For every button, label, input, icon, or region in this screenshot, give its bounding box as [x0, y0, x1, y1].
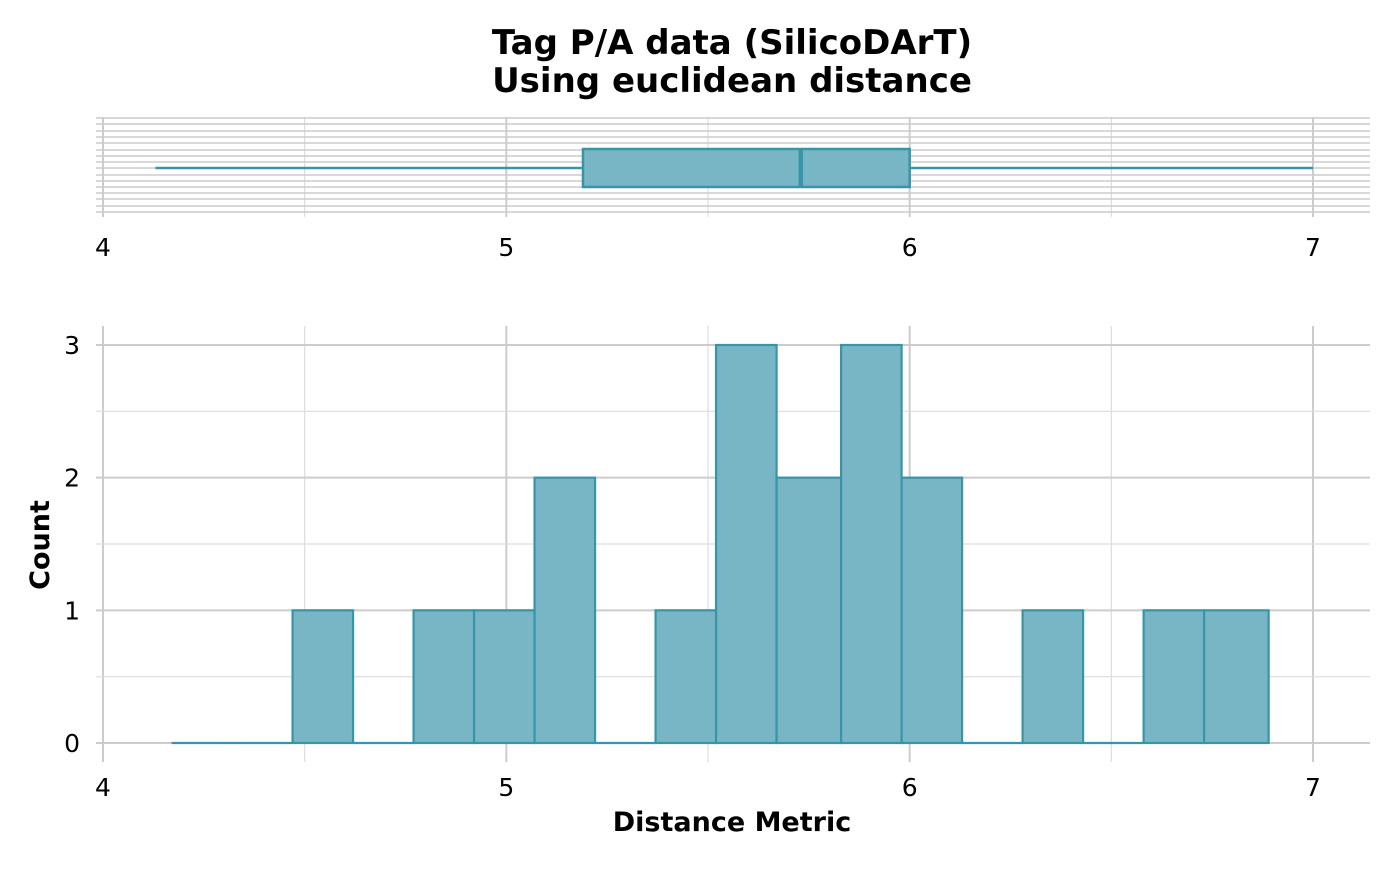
- histogram-bar: [1021, 609, 1085, 745]
- box-x-tick-label: 5: [498, 233, 514, 262]
- chart-title-line2: Using euclidean distance: [492, 61, 972, 101]
- box-x-tick-label: 4: [95, 233, 111, 262]
- histogram-bar: [533, 476, 597, 745]
- y-axis-title: Count: [25, 500, 56, 590]
- histogram-bar: [900, 476, 964, 745]
- histogram-bar: [839, 343, 903, 745]
- hist-y-tick-label: 3: [64, 331, 80, 360]
- histogram-bar: [291, 609, 355, 745]
- histogram-bar: [1142, 609, 1206, 745]
- hist-y-tick-label: 2: [64, 464, 80, 493]
- hist-y-tick-label: 0: [64, 729, 80, 758]
- histogram-bar: [412, 609, 476, 745]
- histogram-bar: [775, 476, 843, 745]
- hist-x-tick-label: 4: [95, 773, 111, 802]
- histogram-panel: 4 5 6 7 0 1 2 3: [64, 326, 1370, 802]
- histogram-bar: [1202, 609, 1270, 745]
- histogram-bar: [654, 609, 718, 745]
- box-iqr: [581, 147, 911, 189]
- hist-x-tick-label: 6: [902, 773, 918, 802]
- boxplot-panel: 4 5 6 7: [95, 117, 1370, 262]
- hist-y-tick-label: 1: [64, 596, 80, 625]
- box-x-tick-label: 6: [902, 233, 918, 262]
- histogram-bar: [472, 609, 536, 745]
- chart-title-line1: Tag P/A data (SilicoDArT): [492, 23, 972, 63]
- histogram-bar: [714, 343, 778, 745]
- hist-x-tick-label: 7: [1305, 773, 1321, 802]
- hist-x-tick-label: 5: [498, 773, 514, 802]
- x-axis-title: Distance Metric: [613, 807, 851, 838]
- box-x-tick-label: 7: [1305, 233, 1321, 262]
